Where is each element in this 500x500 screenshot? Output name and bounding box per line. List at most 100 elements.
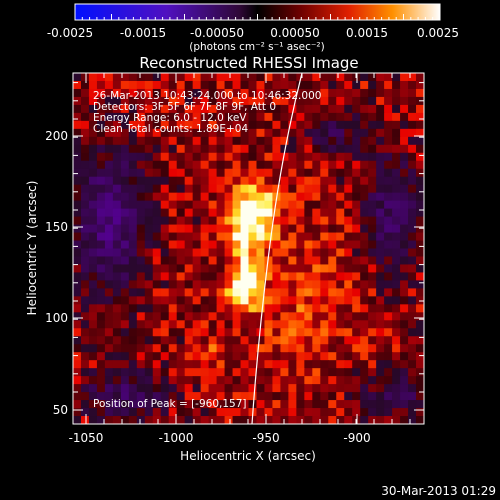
heatmap-cell (144, 312, 154, 321)
heatmap-cell (408, 192, 417, 202)
heatmap-cell (312, 328, 321, 337)
heatmap-cell (232, 328, 242, 337)
heatmap-cell (392, 344, 401, 353)
heatmap-cell (216, 144, 226, 154)
heatmap-cell (136, 392, 146, 401)
heatmap-cell (192, 128, 202, 138)
heatmap-cell (264, 328, 274, 337)
heatmap-cell (160, 168, 170, 178)
heatmap-cell (152, 376, 162, 385)
heatmap-cell (152, 256, 162, 266)
heatmap-cell (400, 104, 409, 114)
heatmap-cell (128, 336, 138, 345)
heatmap-cell (360, 280, 369, 289)
heatmap-cell (184, 344, 194, 353)
heatmap-cell (136, 336, 146, 345)
heatmap-cell (368, 264, 377, 274)
heatmap-cell (384, 408, 393, 417)
heatmap-cell (224, 136, 234, 146)
heatmap-cell (416, 216, 424, 226)
heatmap-cell (296, 376, 305, 385)
heatmap-cell (96, 344, 106, 353)
heatmap-cell (73, 392, 82, 401)
heatmap-cell (168, 144, 178, 154)
heatmap-cell (280, 224, 289, 234)
heatmap-cell (240, 176, 250, 186)
heatmap-cell (392, 184, 401, 194)
heatmap-cell (280, 304, 289, 313)
heatmap-cell (416, 328, 424, 337)
heatmap-cell (104, 344, 114, 353)
heatmap-cell (304, 360, 313, 369)
heatmap-cell (128, 264, 138, 274)
heatmap-cell (88, 208, 98, 218)
heatmap-cell (320, 360, 329, 369)
heatmap-cell (224, 280, 234, 289)
heatmap-cell (120, 80, 130, 90)
heatmap-cell (296, 272, 305, 282)
heatmap-cell (224, 73, 234, 82)
heatmap-cell (73, 80, 82, 90)
heatmap-cell (80, 216, 90, 226)
heatmap-cell (408, 416, 417, 424)
heatmap-cell (88, 232, 98, 242)
heatmap-cell (392, 200, 401, 210)
heatmap-cell (224, 360, 234, 369)
heatmap-cell (112, 112, 122, 122)
heatmap-cell (144, 168, 154, 178)
heatmap-cell (368, 176, 377, 186)
heatmap-cell (312, 272, 321, 282)
heatmap-cell (296, 384, 305, 393)
heatmap-cell (248, 120, 258, 130)
heatmap-cell (328, 168, 337, 178)
heatmap-cell (376, 184, 385, 194)
heatmap-cell (312, 376, 321, 385)
heatmap-cell (80, 208, 90, 218)
heatmap-cell (208, 408, 218, 417)
colorbar: -0.0025 -0.0015 -0.00050 0.00050 0.0015 … (47, 3, 459, 53)
heatmap-cell (88, 216, 98, 226)
heatmap-cell (304, 144, 313, 154)
heatmap-cell (200, 88, 210, 98)
heatmap-cell (264, 320, 274, 329)
heatmap-cell (184, 408, 194, 417)
heatmap-cell (336, 80, 345, 90)
heatmap-cell (224, 296, 234, 305)
heatmap-cell (216, 384, 226, 393)
heatmap-cell (376, 408, 385, 417)
heatmap-cell (128, 200, 138, 210)
heatmap-cell (184, 128, 194, 138)
heatmap-cell (240, 88, 250, 98)
heatmap-cell (416, 240, 424, 250)
heatmap-cell (272, 376, 282, 385)
heatmap-cell (248, 144, 258, 154)
heatmap-cell (176, 192, 186, 202)
heatmap-cell (328, 352, 337, 361)
heatmap-cell (144, 152, 154, 162)
heatmap-cell (160, 216, 170, 226)
heatmap-cell (336, 352, 345, 361)
heatmap-cell (160, 152, 170, 162)
heatmap-cell (240, 344, 250, 353)
heatmap-cell (176, 328, 186, 337)
heatmap-cell (176, 352, 186, 361)
heatmap-cell (320, 240, 329, 250)
heatmap-cell (336, 264, 345, 274)
heatmap-cell (416, 224, 424, 234)
heatmap-cell (104, 88, 114, 98)
y-tick-label: 200 (45, 129, 68, 143)
heatmap-cell (96, 184, 106, 194)
heatmap-cell (152, 184, 162, 194)
heatmap-cell (320, 368, 329, 377)
heatmap-cell (304, 400, 313, 409)
heatmap-cell (304, 392, 313, 401)
heatmap-cell (416, 176, 424, 186)
heatmap-cell (216, 264, 226, 274)
heatmap-cell (120, 352, 130, 361)
heatmap-cell (88, 312, 98, 321)
heatmap-cell (328, 344, 337, 353)
heatmap-cell (272, 168, 282, 178)
heatmap-cell (328, 360, 337, 369)
heatmap-cell (112, 256, 122, 266)
heatmap-cell (216, 192, 226, 202)
